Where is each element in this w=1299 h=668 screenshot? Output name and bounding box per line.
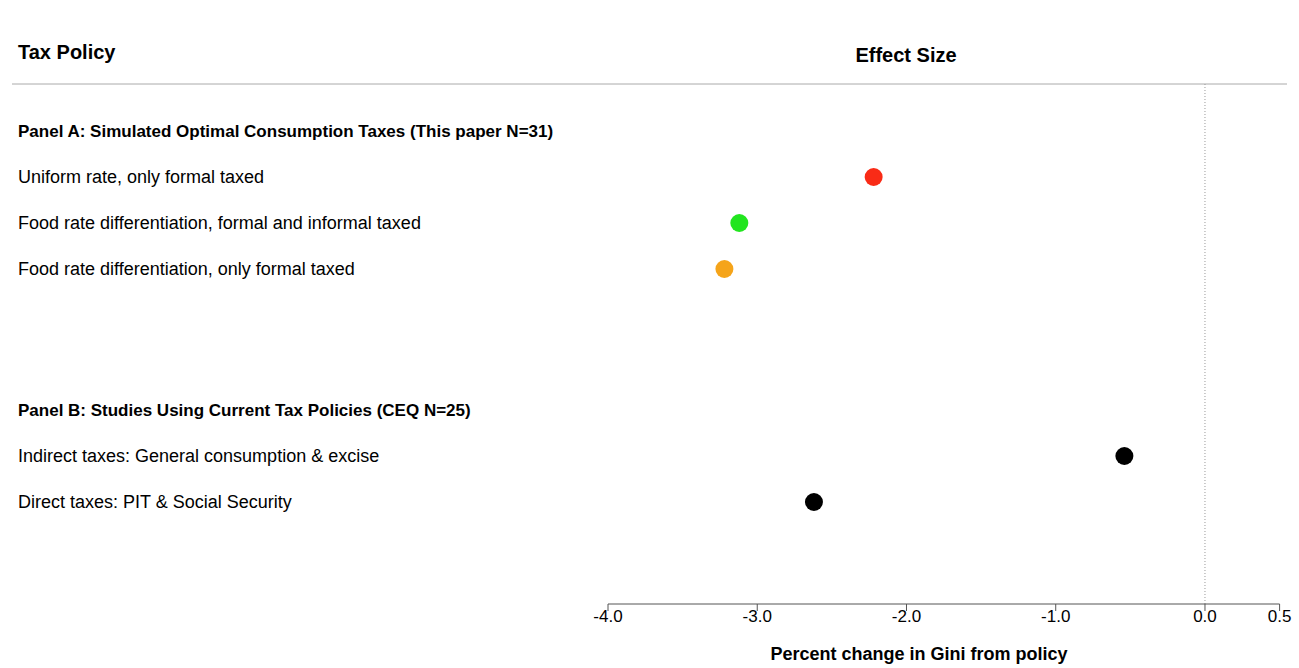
marks	[715, 168, 1133, 511]
dot	[1115, 447, 1133, 465]
tick-label: -2.0	[892, 607, 921, 626]
dot	[730, 214, 748, 232]
tick-label: 0.5	[1268, 607, 1292, 626]
title: Effect Size	[855, 44, 956, 66]
tick-label: -4.0	[593, 607, 622, 626]
tick-label: -3.0	[743, 607, 772, 626]
panel-title: Panel A: Simulated Optimal Consumption T…	[18, 122, 553, 141]
row-label: Indirect taxes: General consumption & ex…	[18, 446, 379, 466]
row-header: Tax Policy	[18, 41, 116, 63]
dot	[865, 168, 883, 186]
dot	[805, 493, 823, 511]
reference-line	[1204, 84, 1205, 604]
x-axis-label: Percent change in Gini from policy	[770, 644, 1067, 664]
axis-line	[608, 604, 1280, 605]
tick-label: -1.0	[1041, 607, 1070, 626]
tick-label: 0.0	[1193, 607, 1217, 626]
row-label: Direct taxes: PIT & Social Security	[18, 492, 292, 512]
header-rule	[12, 84, 1287, 85]
panel-title: Panel B: Studies Using Current Tax Polic…	[18, 401, 471, 420]
chart: Tax Policy Effect Size -4.0 -3.0 -2.0 -1.0 0.0…	[0, 0, 1299, 668]
dot	[715, 260, 733, 278]
row-label: Uniform rate, only formal taxed	[18, 167, 264, 187]
row-label: Food rate differentiation, formal and in…	[18, 213, 421, 233]
x-axis: -4.0 -3.0 -2.0 -1.0 0.0 0.5	[593, 604, 1291, 626]
row-label: Food rate differentiation, only formal t…	[18, 259, 355, 279]
